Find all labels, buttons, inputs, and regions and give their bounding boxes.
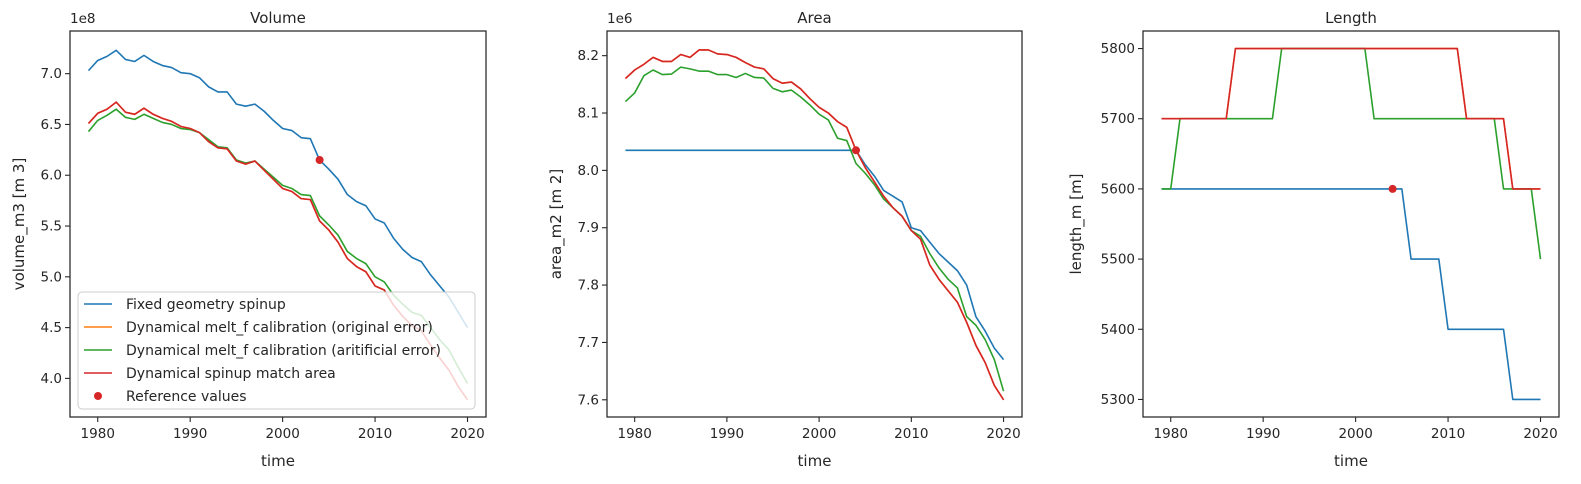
y-tick-label: 5800 <box>1101 41 1135 57</box>
y-tick-label: 8.2 <box>578 48 599 64</box>
y-tick-label: 5400 <box>1101 322 1135 338</box>
y-tick-label: 7.7 <box>578 335 599 351</box>
series-line-4 <box>624 49 1005 401</box>
y-tick-label: 7.6 <box>578 392 599 408</box>
x-tick-label: 2000 <box>802 426 836 442</box>
y-tick-label: 4.5 <box>41 320 62 336</box>
legend-swatch <box>94 392 102 400</box>
y-tick-label: 8.1 <box>578 106 599 122</box>
axes-frame <box>606 30 1023 418</box>
x-axis-label: time <box>1334 452 1368 470</box>
y-tick-label: 7.8 <box>578 278 599 294</box>
chart-title: Length <box>1325 9 1377 27</box>
legend-box <box>77 291 476 410</box>
y-tick-label: 4.0 <box>41 371 62 387</box>
legend-entry: Fixed geometry spinup <box>126 297 286 313</box>
chart-panel-1: 1980 1990 2000 2010 2020 4.0 4.5 5.0 5.5 6.0 6.5 7.… <box>10 9 487 470</box>
x-tick-label: 1990 <box>710 426 744 442</box>
series-group <box>1161 47 1542 401</box>
y-axis-label: volume_m3 [m 3] <box>10 158 29 291</box>
x-tick-label: 1980 <box>1154 426 1188 442</box>
series-group <box>624 49 1005 401</box>
x-tick-label: 2020 <box>1523 426 1557 442</box>
chart-title: Area <box>797 9 832 27</box>
reference-point <box>315 156 324 165</box>
series-line-3 <box>624 66 1005 392</box>
legend: Fixed geometry spinup Dynamical melt_f ca… <box>77 291 476 410</box>
x-axis-label: time <box>798 452 832 470</box>
legend-entry: Reference values <box>126 389 246 405</box>
series-line-4 <box>1161 47 1541 190</box>
chart-panel-2: 1980 1990 2000 2010 2020 7.6 7.7 7.8 7.9 8.0 8.1 8.… <box>547 9 1023 470</box>
y-tick-label: 7.9 <box>578 220 599 236</box>
axes-frame <box>1142 30 1560 418</box>
y-axis-label: length_m [m] <box>1067 173 1086 274</box>
x-tick-label: 2020 <box>986 426 1020 442</box>
y-tick-label: 5300 <box>1101 392 1135 408</box>
x-tick-label: 1990 <box>173 426 207 442</box>
y-tick-label: 5500 <box>1101 252 1135 268</box>
y-tick-label: 6.5 <box>41 117 62 133</box>
chart-panel-3: 1980 1990 2000 2010 2020 5300 5400 5500 5600 5700… <box>1067 9 1560 470</box>
y-tick-label: 5700 <box>1101 111 1135 127</box>
y-tick-label: 6.0 <box>41 168 62 184</box>
x-tick-label: 2010 <box>1431 426 1465 442</box>
x-tick-label: 2010 <box>358 426 392 442</box>
series-line-1 <box>1161 188 1541 401</box>
axis-offset-text: 1e8 <box>70 11 95 27</box>
y-axis-label: area_m2 [m 2] <box>547 169 566 280</box>
legend-entry: Dynamical melt_f calibration (aritificia… <box>126 343 441 359</box>
x-tick-label: 2020 <box>450 426 484 442</box>
series-line-3 <box>1161 47 1542 260</box>
x-tick-label: 2000 <box>1338 426 1372 442</box>
x-axis-label: time <box>261 452 295 470</box>
y-tick-label: 8.0 <box>578 163 599 179</box>
y-tick-label: 7.0 <box>41 66 62 82</box>
y-tick-label: 5600 <box>1101 181 1135 197</box>
x-tick-label: 1980 <box>81 426 115 442</box>
series-line-1 <box>625 149 1005 361</box>
chart-title: Volume <box>250 9 306 27</box>
reference-point <box>1388 184 1397 193</box>
legend-entry: Dynamical spinup match area <box>126 366 336 382</box>
axes-frame <box>69 30 487 418</box>
y-tick-label: 5.0 <box>41 269 62 285</box>
y-tick-label: 5.5 <box>41 219 62 235</box>
x-tick-label: 2000 <box>265 426 299 442</box>
reference-point <box>852 146 860 155</box>
x-tick-label: 1980 <box>617 426 651 442</box>
series-line-1 <box>87 49 469 329</box>
legend-entry: Dynamical melt_f calibration (original e… <box>126 320 433 336</box>
axis-offset-text: 1e6 <box>607 11 632 27</box>
x-tick-label: 1990 <box>1246 426 1280 442</box>
x-tick-label: 2010 <box>894 426 928 442</box>
